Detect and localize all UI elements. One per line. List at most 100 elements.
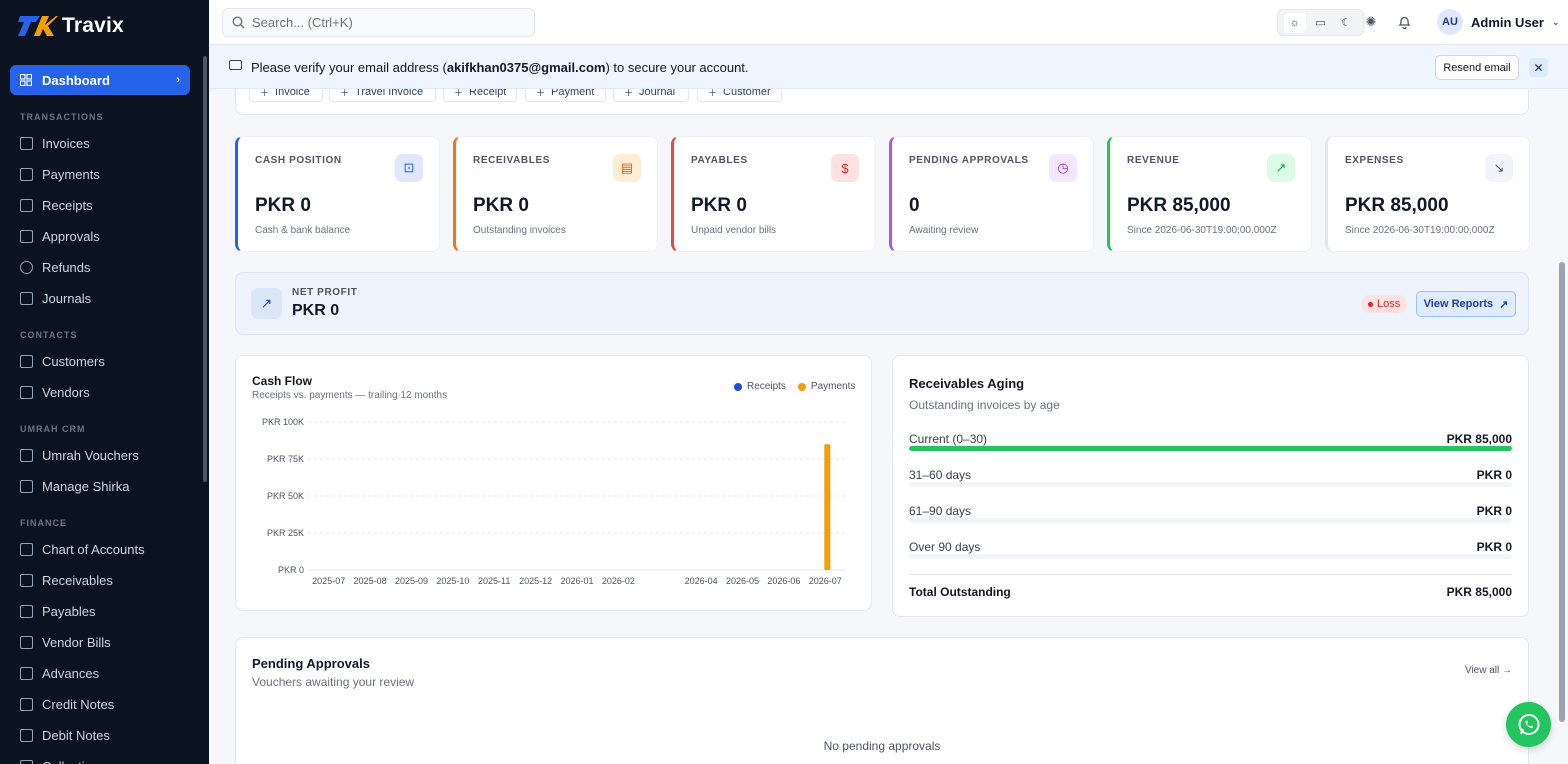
quick-action-label: Journal: [639, 86, 676, 98]
users-icon: [20, 354, 33, 368]
kpi-value: PKR 85,000: [1127, 195, 1231, 216]
kpi-value: PKR 0: [691, 195, 747, 216]
status-dot: [1368, 301, 1373, 307]
kpi-value: PKR 0: [473, 195, 529, 216]
sidebar-item-label: Receipts: [42, 197, 93, 213]
sidebar-item-customers[interactable]: Customers: [20, 351, 190, 371]
sidebar-item-receivables[interactable]: Receivables: [20, 570, 190, 590]
revenue-card[interactable]: REVENUE PKR 85,000 Since 2026-06-30T19:00:…: [1107, 136, 1312, 252]
bar-payments-2026-07[interactable]: [824, 444, 831, 570]
search-input[interactable]: Search... (Ctrl+K): [222, 8, 535, 37]
x-tick-label: 2026-02: [602, 576, 635, 586]
cash-flow-chart: PKR 0 PKR 25K PKR 50K PKR 75K PKR 100K 2025-0…: [262, 417, 846, 586]
sidebar-item-label: Dashboard: [42, 72, 110, 88]
book-icon: [20, 291, 33, 305]
plus-icon: ＋: [260, 87, 270, 98]
view-reports-button[interactable]: View Reports ↗: [1416, 291, 1516, 317]
wallet-icon: [20, 604, 33, 618]
x-tick-label: 2025-07: [312, 576, 345, 586]
kpi-label: EXPENSES: [1345, 155, 1404, 166]
sidebar-item-vendor-bills[interactable]: Vendor Bills: [20, 632, 190, 652]
dark-theme-moon-icon[interactable]: ☾: [1341, 17, 1352, 29]
kpi-label: RECEIVABLES: [473, 155, 550, 166]
receipt-icon: [20, 198, 33, 212]
brightness-icon[interactable]: ✺: [1365, 14, 1377, 29]
quick-action-label: Receipt: [469, 86, 507, 98]
legend-item: Payments: [797, 381, 856, 392]
sidebar-item-umrah-vouchers[interactable]: Umrah Vouchers: [20, 445, 190, 465]
sidebar-item-approvals[interactable]: Approvals: [20, 226, 190, 246]
close-icon[interactable]: ✕: [1529, 58, 1548, 77]
sidebar-item-vendors[interactable]: Vendors: [20, 382, 190, 402]
sidebar-section-title: UMRAH CRM: [20, 424, 86, 434]
expenses-card[interactable]: EXPENSES PKR 85,000 Since 2026-06-30T19:00…: [1325, 136, 1530, 252]
sidebar-item-payables[interactable]: Payables: [20, 601, 190, 621]
kpi-label: PAYABLES: [691, 155, 748, 166]
aging-amount: PKR 0: [1476, 540, 1512, 554]
card-icon: [20, 167, 33, 181]
sidebar-item-invoices[interactable]: Invoices: [20, 133, 190, 153]
app-logo[interactable]: Travix: [18, 12, 124, 40]
legend-swatch: [734, 382, 742, 391]
sidebar-item-debit-notes[interactable]: Debit Notes: [20, 725, 190, 745]
payables-card[interactable]: PAYABLES PKR 0 Unpaid vendor bills $: [671, 136, 876, 252]
plus-icon: ＋: [454, 87, 464, 98]
view-all-link[interactable]: View all →: [1464, 665, 1512, 676]
aging-progress-track: [909, 482, 1512, 487]
sidebar-item-label: Payables: [42, 603, 96, 619]
sidebar-item-label: Journals: [42, 290, 92, 306]
sidebar-item-payments[interactable]: Payments: [20, 164, 190, 184]
y-tick-label: PKR 50K: [267, 491, 304, 501]
sidebar-scrollbar[interactable]: [203, 56, 207, 482]
receivables-card[interactable]: RECEIVABLES PKR 0 Outstanding invoices ▤: [453, 136, 658, 252]
bell-icon[interactable]: [1395, 13, 1413, 31]
chevron-right-icon: ›: [176, 74, 180, 86]
x-tick-label: 2026-06: [767, 576, 800, 586]
kpi-value: 0: [909, 195, 920, 216]
aging-progress-track: [909, 554, 1512, 559]
chat-button[interactable]: [1506, 702, 1551, 747]
sidebar-item-dashboard[interactable]: Dashboard ›: [10, 65, 190, 95]
file-text-icon: ▤: [613, 154, 641, 182]
clock-icon: ◷: [1049, 154, 1077, 182]
user-menu[interactable]: AU Admin User ⌄: [1437, 9, 1560, 35]
banner-text: ) to secure your account.: [605, 60, 749, 75]
top-bar: Search... (Ctrl+K) ☼ ▭ ☾ ✺ AU Admin User…: [209, 0, 1568, 45]
resend-email-button[interactable]: Resend email: [1435, 55, 1519, 80]
sidebar-item-journals[interactable]: Journals: [20, 288, 190, 308]
note-icon: [20, 728, 33, 742]
sidebar-item-collections[interactable]: Collections: [20, 756, 190, 764]
search-icon: [232, 16, 245, 29]
page-scrollbar[interactable]: [1559, 262, 1565, 722]
sidebar-item-label: Refunds: [42, 259, 91, 275]
sidebar-item-label: Customers: [42, 353, 105, 369]
pending-approvals-card[interactable]: PENDING APPROVALS 0 Awaiting review ◷: [889, 136, 1094, 252]
app-name: Travix: [62, 14, 124, 37]
sidebar-item-label: Payments: [42, 166, 100, 182]
aging-progress-fill: [909, 446, 1512, 451]
sidebar-item-label: Collections: [42, 759, 106, 764]
cash-position-card[interactable]: CASH POSITION PKR 0 Cash & bank balance ⊡: [235, 136, 440, 252]
sidebar-item-label: Receivables: [42, 572, 113, 588]
hand-coins-icon: [20, 573, 33, 587]
plane-icon: [20, 448, 33, 462]
search-placeholder: Search... (Ctrl+K): [252, 15, 353, 30]
sidebar-item-advances[interactable]: Advances: [20, 663, 190, 683]
sidebar-item-label: Invoices: [42, 135, 90, 151]
sidebar-item-receipts[interactable]: Receipts: [20, 195, 190, 215]
sidebar-item-chart-of-accounts[interactable]: Chart of Accounts: [20, 539, 190, 559]
sidebar-item-refunds[interactable]: Refunds: [20, 257, 190, 277]
file-icon: [20, 136, 33, 150]
light-theme-sun-icon[interactable]: ☼: [1283, 12, 1306, 33]
legend-label: Payments: [810, 381, 856, 392]
pending-approvals-card: Pending Approvals Vouchers awaiting your…: [235, 637, 1529, 764]
user-name: Admin User: [1471, 14, 1544, 30]
trending-up-icon: ↗: [251, 288, 282, 319]
system-theme-monitor-icon[interactable]: ▭: [1315, 17, 1326, 29]
sidebar: Travix Dashboard › TRANSACTIONS Invoices P…: [0, 0, 209, 764]
sidebar-item-label: Chart of Accounts: [42, 541, 145, 557]
sidebar-item-credit-notes[interactable]: Credit Notes: [20, 694, 190, 714]
banner-email: akifkhan0375@gmail.com: [446, 60, 606, 75]
x-tick-label: 2025-10: [436, 576, 469, 586]
sidebar-item-manage-shirka[interactable]: Manage Shirka: [20, 476, 190, 496]
